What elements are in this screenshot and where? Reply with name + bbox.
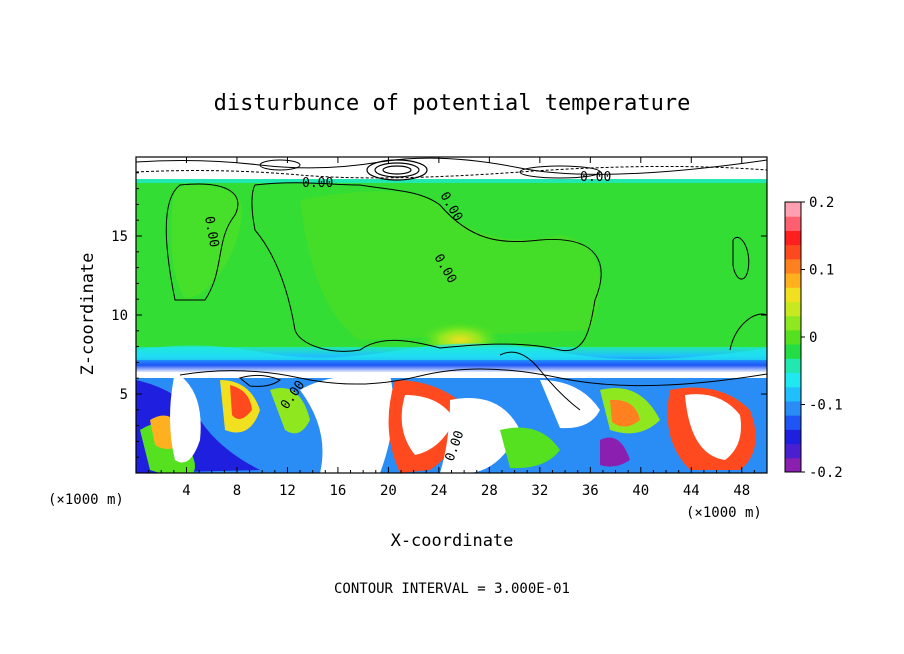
warm-patch-low [500, 427, 560, 469]
plot-field [136, 157, 767, 473]
warm-patch-low [270, 388, 310, 434]
contour-label: 0.00 [201, 215, 221, 248]
contour-line [179, 368, 767, 387]
colorbar-label: 0.2 [809, 195, 834, 211]
colorbar-swatch [785, 386, 801, 402]
y-axis-label: Z-coordinate [78, 253, 98, 376]
contour-interval-note: CONTOUR INTERVAL = 3.000E-01 [334, 581, 570, 597]
contour-cell [382, 165, 412, 175]
colorbar-label: 0 [809, 330, 817, 346]
y-tick-label: 5 [120, 387, 128, 403]
x-tick-label: 12 [279, 483, 296, 499]
colorbar-swatch [785, 415, 801, 430]
x-tick-label: 32 [531, 483, 548, 499]
colorbar-swatch [785, 457, 801, 473]
contour-line [136, 165, 767, 179]
x-tick-label: 16 [329, 483, 346, 499]
x-tick-label: 44 [683, 483, 700, 499]
colorbar-label: -0.1 [809, 398, 843, 414]
warm-patch-low [230, 385, 252, 419]
colorbar-swatch [785, 372, 801, 388]
colorbar-swatch [785, 400, 801, 416]
x-tick-label: 48 [733, 483, 750, 499]
contour-zero [165, 183, 239, 301]
warm-patch [300, 191, 600, 340]
top-transition [136, 179, 767, 183]
warm-patch [171, 184, 242, 299]
colorbar-swatch [785, 443, 801, 459]
white-plume [685, 394, 741, 460]
colorbar-swatch [785, 329, 801, 345]
colorbar-swatch [785, 358, 801, 374]
x-unit-right: (×1000 m) [686, 505, 762, 521]
colorbar: 0.2 0.1 0 -0.1 -0.2 [784, 195, 843, 481]
x-tick-label: 28 [481, 483, 498, 499]
colorbar-swatch [785, 344, 801, 359]
x-tick-label: 20 [380, 483, 397, 499]
y-axis: 5 10 15 [111, 172, 767, 458]
contour-zero [729, 313, 767, 351]
warm-patch-low [610, 399, 640, 427]
y-tick-label: 10 [111, 308, 128, 324]
contour-cell [519, 165, 601, 179]
cold-patch [600, 437, 630, 467]
colorbar-swatch [785, 202, 801, 217]
chart-title: disturbunce of potential temperature [214, 91, 691, 116]
colorbar-label: 0.1 [809, 263, 834, 279]
colorbar-swatch [785, 216, 801, 231]
colorbar-swatch [785, 301, 801, 317]
x-tick-label: 40 [632, 483, 649, 499]
colorbar-swatch [785, 230, 801, 246]
white-plume [540, 380, 600, 429]
contour-label: 0.00 [580, 170, 611, 185]
contour-zero [251, 182, 602, 352]
top-layer [136, 157, 767, 181]
x-unit-left: (×1000 m) [48, 492, 124, 508]
white-plume [170, 372, 201, 463]
white-plume [300, 374, 394, 473]
cold-band-wave [136, 343, 767, 360]
contour-line [238, 374, 281, 387]
contour-line [499, 351, 581, 411]
colorbar-swatch [785, 287, 801, 302]
x-tick-label: 4 [182, 483, 190, 499]
contour-line [136, 157, 767, 175]
contour-cell [259, 159, 301, 171]
colorbar-label: -0.2 [809, 465, 843, 481]
x-axis-label: X-coordinate [391, 531, 514, 551]
x-axis: 4 8 12 16 20 24 28 32 36 40 44 48 [148, 157, 755, 499]
contour-zero [732, 237, 750, 280]
x-tick-label: 36 [582, 483, 599, 499]
white-plume [401, 395, 455, 455]
x-tick-label: 24 [430, 483, 447, 499]
contour-cell [374, 162, 420, 178]
colorbar-swatch [785, 429, 801, 445]
contour-label: 0.00 [302, 176, 333, 191]
colorbar-swatch [785, 258, 801, 274]
x-tick-label: 8 [233, 483, 241, 499]
colorbar-swatch [785, 273, 801, 288]
inversion-line [136, 372, 767, 378]
colorbar-swatch [785, 315, 801, 331]
colorbar-swatch [785, 244, 801, 260]
white-plume [440, 398, 520, 473]
y-tick-label: 15 [111, 229, 128, 245]
